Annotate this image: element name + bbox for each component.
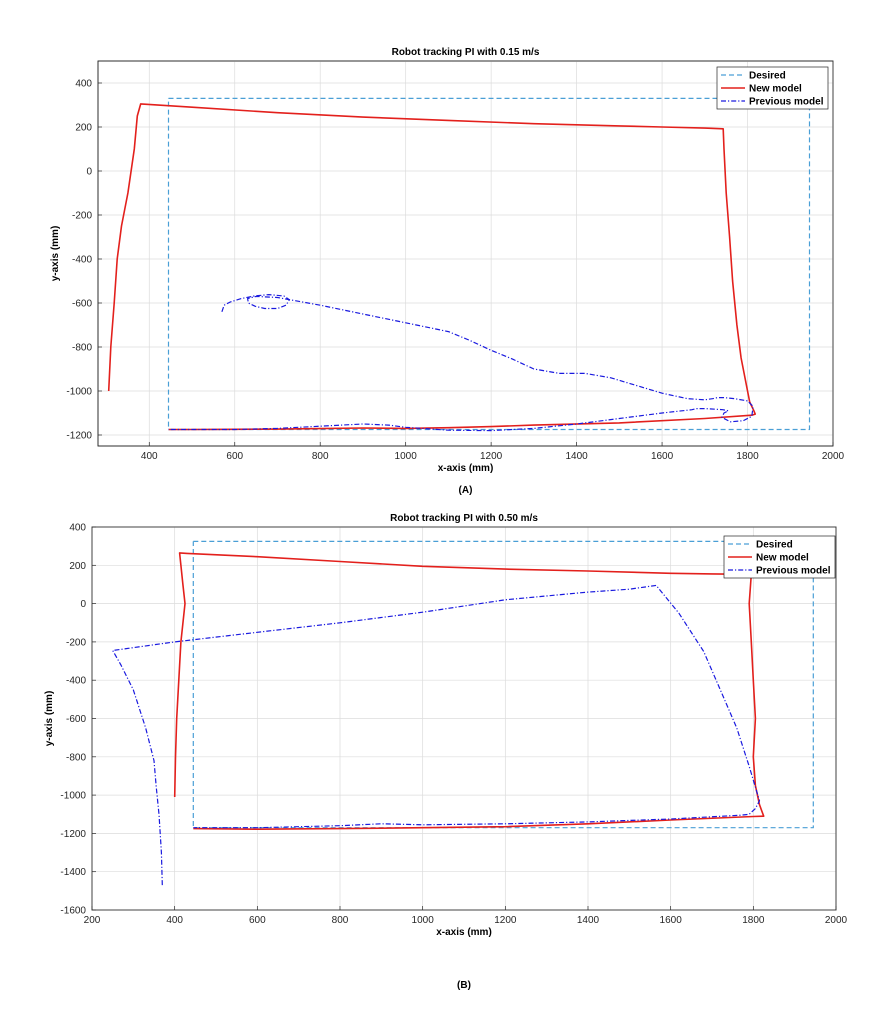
x-tick-label: 400 xyxy=(141,451,158,462)
series-line-previous-model xyxy=(112,584,761,886)
x-tick-label: 200 xyxy=(84,915,101,926)
x-tick-label: 1600 xyxy=(651,451,674,462)
y-tick-label: -800 xyxy=(72,343,92,354)
x-tick-label: 2000 xyxy=(825,915,848,926)
y-tick-label: 0 xyxy=(86,167,92,178)
x-tick-label: 1000 xyxy=(395,451,418,462)
y-axis-label: y-axis (mm) xyxy=(50,226,61,282)
y-tick-label: -200 xyxy=(72,211,92,222)
y-tick-label: -400 xyxy=(72,255,92,266)
legend-label: Desired xyxy=(756,540,793,551)
legend-label: Desired xyxy=(749,71,786,82)
legend: Desired New model Previous model xyxy=(716,66,829,110)
series-line-desired xyxy=(192,540,814,829)
y-tick-label: -1200 xyxy=(66,431,92,442)
y-tick-label: -400 xyxy=(66,676,86,687)
panel-b: 200 400 600 800 1000 1200 1400 1600 1800 20004002… xyxy=(44,513,848,991)
series-line-previous-model xyxy=(168,294,754,432)
x-tick-label: 800 xyxy=(332,915,349,926)
legend-label: Previous model xyxy=(756,566,831,577)
y-tick-label: -800 xyxy=(66,752,86,763)
y-tick-label: 400 xyxy=(75,79,92,90)
series-line-new-model xyxy=(107,103,757,431)
chart-title: Robot tracking PI with 0.15 m/s xyxy=(392,47,540,58)
x-axis-label: x-axis (mm) xyxy=(436,927,492,938)
y-tick-label: 0 xyxy=(80,599,86,610)
axes-box xyxy=(97,60,834,447)
y-tick-label: -200 xyxy=(66,637,86,648)
x-tick-label: 400 xyxy=(166,915,183,926)
y-tick-label: -1600 xyxy=(60,906,86,917)
x-tick-label: 1600 xyxy=(660,915,683,926)
panel-a: 400 600 800 1000 1200 1400 1600 1800 20004002000… xyxy=(50,47,845,496)
chart-title: Robot tracking PI with 0.50 m/s xyxy=(390,513,538,524)
legend-label: Previous model xyxy=(749,97,824,108)
x-tick-label: 1800 xyxy=(736,451,759,462)
x-tick-label: 1400 xyxy=(565,451,588,462)
plot-area xyxy=(97,60,834,447)
x-tick-label: 1200 xyxy=(494,915,517,926)
x-tick-label: 2000 xyxy=(822,451,845,462)
y-tick-label: -1200 xyxy=(60,829,86,840)
panel-caption: (A) xyxy=(459,485,473,496)
y-tick-label: 200 xyxy=(75,123,92,134)
y-tick-label: -1400 xyxy=(60,867,86,878)
y-tick-label: 400 xyxy=(69,523,86,534)
panel-caption: (B) xyxy=(457,980,471,991)
x-tick-label: 600 xyxy=(249,915,266,926)
legend: Desired New model Previous model xyxy=(723,535,836,579)
x-tick-label: 1200 xyxy=(480,451,503,462)
y-tick-label: -600 xyxy=(66,714,86,725)
y-axis-label: y-axis (mm) xyxy=(44,691,55,747)
legend-label: New model xyxy=(749,84,802,95)
x-axis-label: x-axis (mm) xyxy=(438,463,494,474)
series-line-desired xyxy=(167,97,811,431)
y-tick-label: -600 xyxy=(72,299,92,310)
x-tick-label: 1400 xyxy=(577,915,600,926)
y-tick-label: -1000 xyxy=(66,387,92,398)
legend-label: New model xyxy=(756,553,809,564)
x-tick-label: 800 xyxy=(312,451,329,462)
x-tick-label: 600 xyxy=(226,451,243,462)
y-tick-label: -1000 xyxy=(60,791,86,802)
x-tick-label: 1000 xyxy=(412,915,435,926)
x-tick-label: 1800 xyxy=(742,915,765,926)
y-tick-label: 200 xyxy=(69,561,86,572)
